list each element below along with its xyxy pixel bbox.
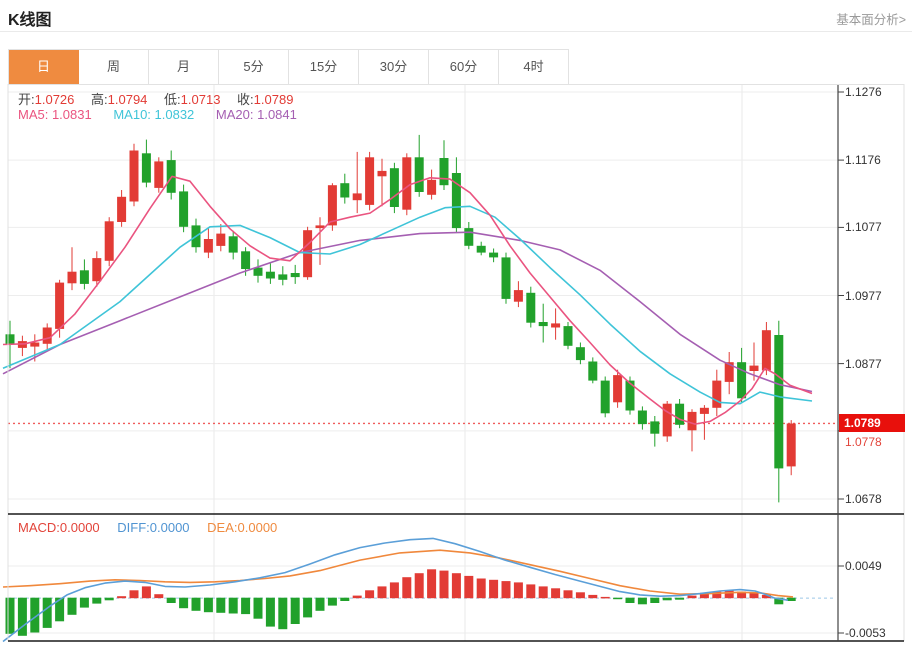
ohlc-readout: 开:1.0726 高:1.0794 低:1.0713 收:1.0789 <box>18 89 306 108</box>
ma-readout: MA5: 1.0831 MA10: 1.0832 MA20: 1.0841 <box>18 107 315 122</box>
ma5-value: MA5: 1.0831 <box>18 107 92 122</box>
macd-value: MACD:0.0000 <box>18 520 100 535</box>
open-value: 1.0726 <box>34 92 75 107</box>
period-tabbar: 日周月 5分 15分 30分 60分 4时 <box>8 49 569 85</box>
macd-readout: MACD:0.0000 DIFF:0.0000 DEA:0.0000 <box>18 520 291 535</box>
macd-tick: 0.0049 <box>845 559 882 573</box>
open-label: 开: <box>18 92 35 107</box>
tab-4时[interactable]: 4时 <box>499 50 569 85</box>
price-tick: 1.0877 <box>845 356 882 371</box>
diff-value: DIFF:0.0000 <box>117 520 190 535</box>
high-label: 高: <box>91 92 108 107</box>
tab-5分[interactable]: 5分 <box>219 50 289 85</box>
reference-lines-layer <box>8 422 836 599</box>
ma10-line <box>2 205 813 405</box>
high-value: 1.0794 <box>107 92 148 107</box>
price-tick: 1.0678 <box>845 492 882 506</box>
fundamental-analysis-link[interactable]: 基本面分析> <box>836 13 906 27</box>
ma10-value: MA10: 1.0832 <box>113 107 195 122</box>
close-value: 1.0789 <box>253 92 294 107</box>
header-divider <box>0 31 912 32</box>
tab-15分[interactable]: 15分 <box>289 50 359 85</box>
tab-周[interactable]: 周 <box>79 50 149 85</box>
low-label: 低: <box>164 92 181 107</box>
tab-60分[interactable]: 60分 <box>429 50 499 85</box>
page-title: K线图 <box>8 12 52 29</box>
tab-月[interactable]: 月 <box>149 50 219 85</box>
ma20-value: MA20: 1.0841 <box>215 107 297 122</box>
macd-tick: -0.0053 <box>845 626 886 640</box>
price-tick: 1.0977 <box>845 288 882 303</box>
price-tick: 1.1176 <box>845 153 881 168</box>
borders-layer <box>7 84 905 642</box>
price-tick: 1.1276 <box>845 85 882 99</box>
macd-lines-layer <box>2 537 794 643</box>
price-tick: 1.1077 <box>845 220 882 235</box>
ma20-line <box>2 231 813 393</box>
dea-value: DEA:0.0000 <box>207 520 278 535</box>
tab-日[interactable]: 日 <box>9 50 79 85</box>
macd-histogram-layer <box>5 569 796 636</box>
low-value: 1.0713 <box>180 92 221 107</box>
tabbar-bottom-border <box>8 84 904 85</box>
current-price-badge: 1.0789 <box>839 414 905 432</box>
tab-30分[interactable]: 30分 <box>359 50 429 85</box>
ma-lines-layer <box>2 175 813 425</box>
ma5-line <box>2 175 813 425</box>
diff-line <box>2 537 789 643</box>
price-tick-hidden: 1.0778 <box>845 434 882 449</box>
close-label: 收: <box>237 92 254 107</box>
